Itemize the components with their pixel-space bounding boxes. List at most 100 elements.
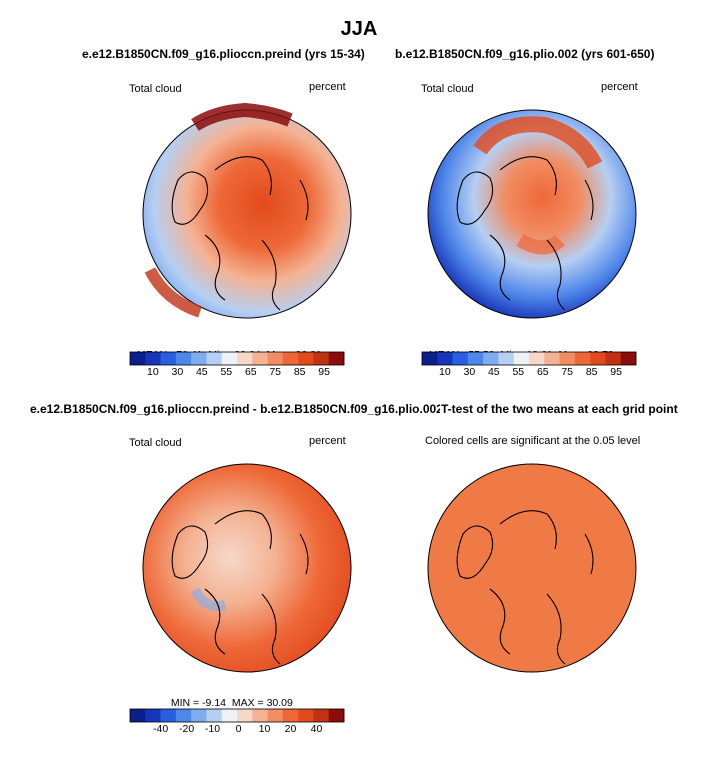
panel1-colorbar-swatch [237,352,253,365]
panel1-colorbar-swatch [282,352,299,365]
panel2-colorbar-ticks: 10 30 45 55 65 75 85 95 [422,366,636,380]
main-title: JJA [340,18,378,40]
panel2-colorbar-tick: 85 [585,366,598,378]
panel2-colorbar-swatch [483,352,499,365]
panel1-colorbar-tick: 45 [195,366,208,378]
panel4-coastlines [456,510,594,665]
panel1-colorbar [129,351,345,366]
panel2-colorbar-swatch [529,352,545,365]
panel2-map [427,109,637,319]
panel3-coastlines [171,510,309,665]
panel4-subtitle: Colored cells are significant at the 0.0… [425,435,641,447]
panel1-colorbar-tick: 95 [318,366,330,378]
panel1-title: e.e12.B1850CN.f09_g16.plioccn.preind (yr… [82,47,365,61]
panel3-right-label: percent [309,435,346,447]
panel2-colorbar-tick: 75 [561,366,574,378]
panel3-colorbar-swatch [145,709,161,722]
panel3-colorbar-tick: 10 [258,723,271,735]
panel3-colorbar-tick: 20 [284,723,297,735]
panel1-colorbar-swatch [206,352,223,365]
panel2-colorbar-tick: 55 [512,366,525,378]
panel2-colorbar-tick: 95 [610,366,622,378]
panel3-colorbar-tick: -40 [153,723,169,735]
panel3-colorbar-swatch [313,709,330,722]
panel3-colorbar-swatch [175,709,192,722]
panel2-colorbar-swatch [559,352,576,365]
panel3-colorbar-tick: -10 [204,723,221,735]
panel1-left-label: Total cloud [129,83,182,95]
panel1-colorbar-swatch [130,352,146,365]
panel2-colorbar-swatch [574,352,591,365]
panel1-colorbar-swatch [145,352,161,365]
panel2-right-label: percent [601,81,638,93]
panel2-colorbar-tick: 10 [439,366,451,378]
panel1-colorbar-swatch [191,352,207,365]
panel2-colorbar-swatch [590,352,606,365]
panel2-colorbar-swatch [467,352,484,365]
panel2-colorbar-tick: 65 [536,366,549,378]
panel1-map [142,102,352,319]
panel2-colorbar-swatch [437,352,453,365]
panel1-coastlines [171,156,309,311]
panel4-title: T-test of the two means at each grid poi… [440,402,678,416]
panel2-left-label: Total cloud [421,83,474,95]
panel3-left-label: Total cloud [129,437,182,449]
panel3-min: -9.14 [202,697,226,709]
panel3-colorbar-swatch [282,709,299,722]
panel4-disc [427,463,637,673]
panel4-map [427,463,637,673]
panel1-right-label: percent [309,81,346,93]
panel3-colorbar-tick: 0 [235,723,242,735]
panel2-colorbar-outline [421,351,637,366]
panel3-max-label: MAX = [231,697,264,709]
panel1-colorbar-swatch [221,352,238,365]
panel1-colorbar-tick: 10 [147,366,159,378]
panel2-colorbar-tick: 45 [487,366,500,378]
panel3-colorbar-swatch [328,709,345,722]
panel1-colorbar-swatch [160,352,177,365]
panel3-colorbar-swatch [160,709,177,722]
panel2-colorbar-swatch [544,352,560,365]
panel3-min-label: MIN = [170,697,200,709]
panel2-colorbar [421,351,637,366]
panel3-stats: MIN = -9.14 MAX = 30.09 [165,685,293,709]
panel3-colorbar-swatch [206,709,223,722]
panel3-max: 30.09 [266,697,293,709]
panel3-disc [142,463,352,673]
panel1-colorbar-swatch [252,352,268,365]
panel2-colorbar-swatch [605,352,622,365]
panel3-colorbar-swatch [267,709,284,722]
panel1-disc [142,109,352,319]
panel3-colorbar-ticks: -40 -20 -10 0 10 20 40 [130,723,344,737]
panel3-colorbar-swatch [298,709,314,722]
panel1-colorbar-swatch [175,352,192,365]
panel1-colorbar-swatch [328,352,345,365]
panel3-colorbar-swatch [130,709,146,722]
panel3-colorbar-swatch [252,709,268,722]
panel3-colorbar-swatch [221,709,238,722]
panel1-colorbar-swatch [298,352,314,365]
panel2-colorbar-tick: 30 [463,366,476,378]
panel3-colorbar-swatch [191,709,207,722]
panel2-colorbar-swatch [498,352,515,365]
panel3-colorbar-swatch [237,709,253,722]
panel3-map [142,463,352,673]
panel1-colorbar-swatch [313,352,330,365]
panel1-colorbar-tick: 30 [171,366,184,378]
panel1-colorbar-tick: 75 [269,366,282,378]
panel1-colorbar-ticks: 10 30 45 55 65 75 85 95 [130,366,344,380]
panel2-colorbar-swatch [620,352,637,365]
panel2-disc [427,109,637,319]
panel3-title: e.e12.B1850CN.f09_g16.plioccn.preind - b… [30,402,443,416]
panel3-colorbar-tick: -20 [179,723,195,735]
panel1-colorbar-swatch [267,352,284,365]
panel2-colorbar-swatch [422,352,438,365]
panel1-colorbar-tick: 65 [244,366,257,378]
panel1-colorbar-tick: 55 [220,366,233,378]
panel3-colorbar-outline [129,708,345,723]
panel3-colorbar [129,708,345,723]
panel2-colorbar-swatch [513,352,530,365]
panel2-coastlines [456,156,594,311]
panel3-colorbar-tick: 40 [310,723,323,735]
